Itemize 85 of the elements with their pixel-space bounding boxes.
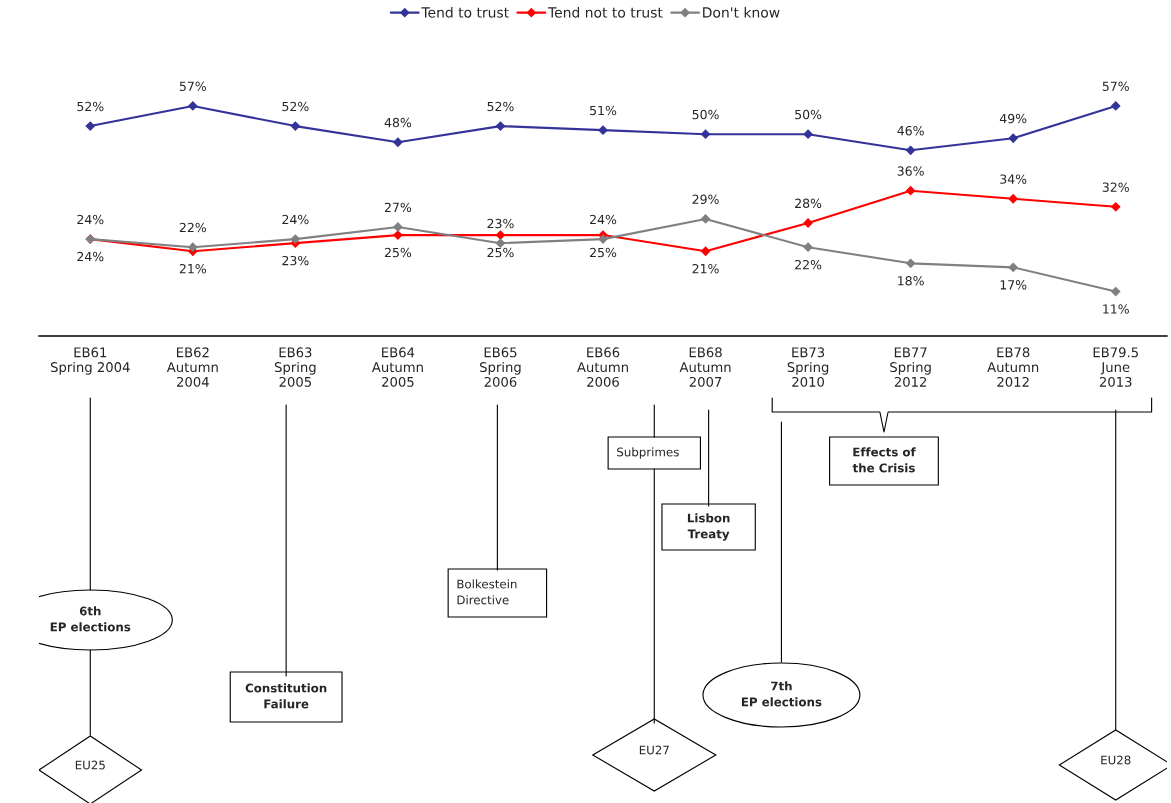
point xyxy=(906,145,916,155)
point xyxy=(700,129,711,139)
point xyxy=(188,101,198,111)
text: Effects of the Crisis xyxy=(852,447,916,473)
text: Bolkestein Directive xyxy=(457,579,517,605)
x-tick-label: EB77 Spring 2012 xyxy=(890,347,931,387)
text: EU27 xyxy=(639,745,669,755)
point xyxy=(906,186,916,196)
legend-label: Tend to trust xyxy=(421,6,509,18)
point xyxy=(393,137,403,147)
point xyxy=(393,230,403,240)
data-label: 48% xyxy=(384,117,412,128)
data-label: 34% xyxy=(1000,174,1027,184)
data-label: 23% xyxy=(487,218,514,229)
text: Constitution Failure xyxy=(245,683,327,709)
text: Lisbon Treaty xyxy=(687,513,730,541)
data-label: 49% xyxy=(999,113,1027,124)
legend-label: Tend not to trust xyxy=(547,6,663,18)
data-label: 51% xyxy=(590,105,617,116)
data-label: 27% xyxy=(384,202,412,213)
data-label: 22% xyxy=(795,259,822,270)
point xyxy=(906,258,916,268)
data-label: 29% xyxy=(692,194,719,205)
data-label: 25% xyxy=(590,247,617,258)
legend-label: Don't know xyxy=(703,6,780,18)
point xyxy=(85,121,95,131)
data-label: 18% xyxy=(898,276,924,286)
text: EU25 xyxy=(75,760,105,770)
data-label: 25% xyxy=(384,247,412,258)
data-label: 28% xyxy=(795,198,822,209)
data-label: 24% xyxy=(77,251,104,262)
point xyxy=(1111,286,1121,297)
data-label: 24% xyxy=(282,214,309,225)
x-tick-label: EB68 Autumn 2007 xyxy=(679,347,731,387)
point xyxy=(1008,194,1018,204)
point xyxy=(1111,101,1121,111)
point xyxy=(495,121,506,131)
data-label: 52% xyxy=(77,101,104,112)
data-label: 36% xyxy=(897,166,924,176)
data-label: 32% xyxy=(1102,182,1129,192)
point xyxy=(598,234,608,244)
point xyxy=(700,214,711,224)
point xyxy=(803,218,813,228)
x-tick-label: EB65 Spring 2006 xyxy=(480,347,521,387)
data-label: 57% xyxy=(179,81,207,91)
point xyxy=(700,246,711,256)
point xyxy=(1008,262,1018,273)
data-label: 11% xyxy=(1103,304,1129,314)
data-label: 25% xyxy=(487,247,514,258)
x-tick-label: EB63 Spring 2005 xyxy=(274,347,316,387)
x-tick-label: EB66 Autumn 2006 xyxy=(577,347,628,387)
text: EU28 xyxy=(1101,755,1131,765)
x-tick-label: EB61 Spring 2004 xyxy=(50,347,130,375)
point xyxy=(598,125,608,135)
x-tick-label: EB79.5 June 2013 xyxy=(1093,347,1138,387)
data-label: 17% xyxy=(1000,280,1027,290)
data-label: 23% xyxy=(282,255,309,266)
point xyxy=(188,242,198,252)
point xyxy=(803,242,813,252)
data-label: 24% xyxy=(77,214,104,225)
data-label: 52% xyxy=(487,101,514,112)
data-label: 46% xyxy=(897,125,924,136)
x-tick-label: EB62 Autumn 2004 xyxy=(166,347,218,387)
point xyxy=(1008,133,1018,143)
point xyxy=(495,238,506,248)
data-label: 24% xyxy=(590,214,617,225)
data-label: 50% xyxy=(795,109,822,120)
data-label: 21% xyxy=(692,263,719,274)
data-label: 22% xyxy=(179,222,207,233)
data-label: 21% xyxy=(179,263,207,274)
point xyxy=(1111,202,1121,212)
x-tick-label: EB73 Spring 2010 xyxy=(787,347,829,387)
data-label: 52% xyxy=(282,101,309,112)
point xyxy=(393,222,403,232)
point xyxy=(803,129,813,139)
point xyxy=(290,234,300,244)
point xyxy=(495,230,506,240)
point xyxy=(290,121,300,131)
x-tick-label: EB64 Autumn 2005 xyxy=(371,347,423,387)
text: Subprimes xyxy=(617,447,679,459)
data-label: 50% xyxy=(692,109,719,120)
text: 7th EP elections xyxy=(741,681,822,707)
text: 6th EP elections xyxy=(50,606,131,632)
x-tick-label: EB78 Autumn 2012 xyxy=(987,347,1039,387)
data-label: 57% xyxy=(1102,81,1129,91)
